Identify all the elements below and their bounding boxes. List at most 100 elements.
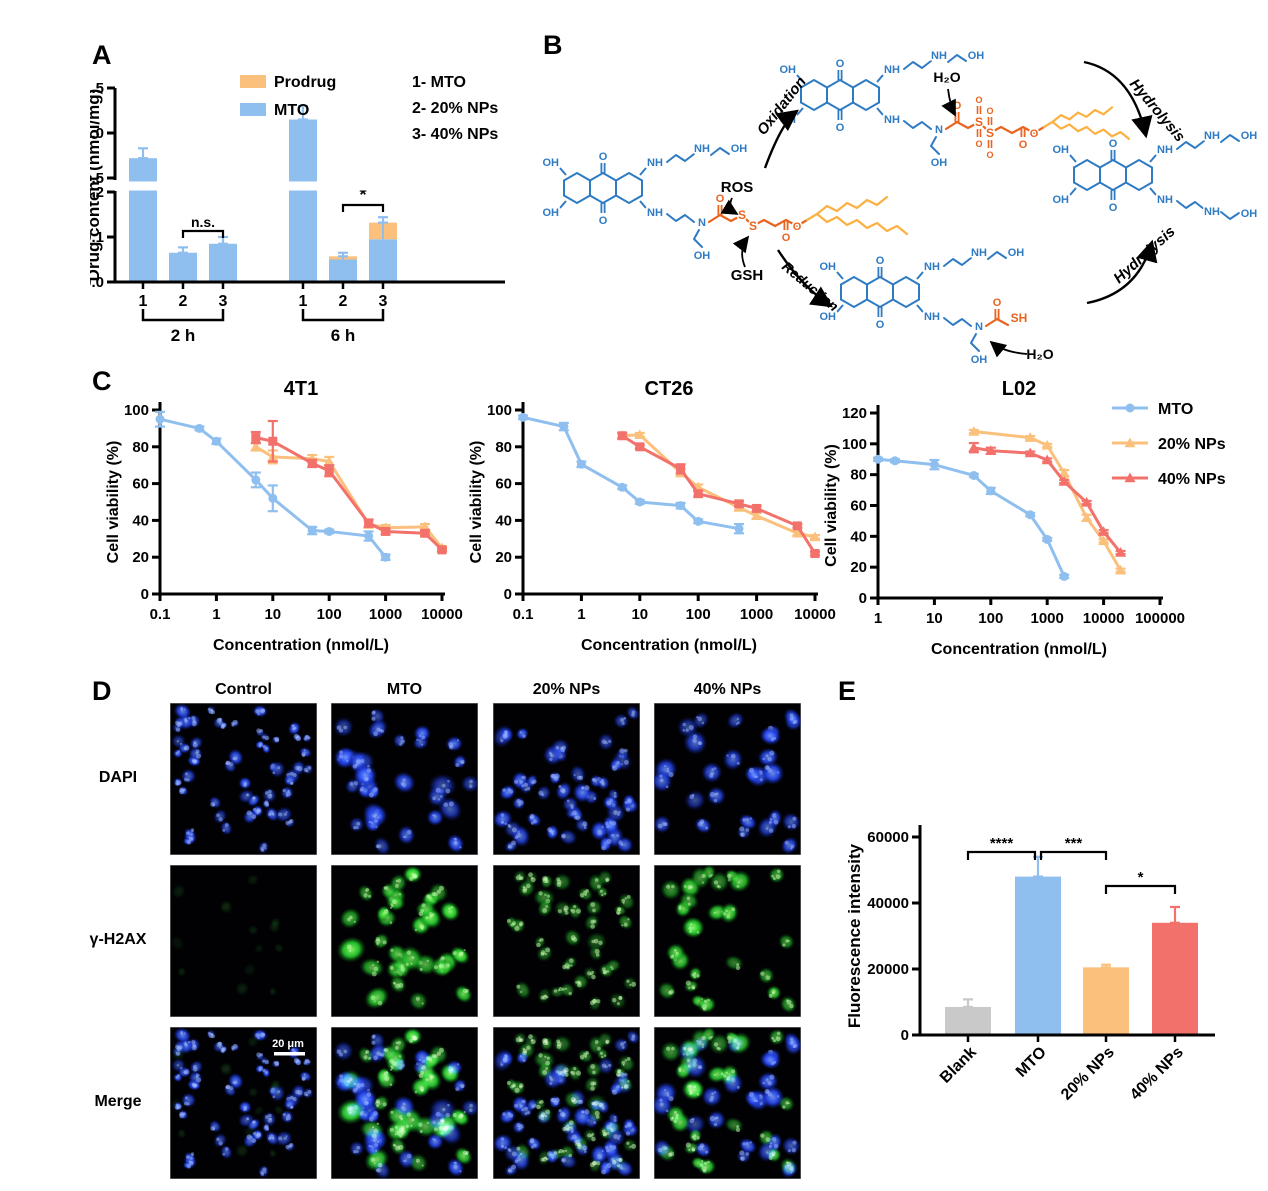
svg-text:Prodrug: Prodrug: [274, 74, 336, 91]
svg-text:L02: L02: [1002, 378, 1036, 400]
svg-text:*: *: [359, 185, 366, 205]
svg-text:N: N: [935, 124, 943, 136]
panel-label-e: E: [838, 676, 857, 706]
svg-text:0.2: 0.2: [90, 184, 104, 201]
svg-text:Drug content (nmol/mg): Drug content (nmol/mg): [90, 89, 103, 282]
svg-text:20% NPs: 20% NPs: [1058, 1044, 1118, 1104]
svg-text:OH: OH: [731, 143, 748, 155]
svg-text:120: 120: [842, 405, 867, 422]
svg-text:*: *: [1138, 869, 1144, 886]
svg-text:Cell viability (%): Cell viability (%): [105, 441, 122, 564]
svg-text:100: 100: [317, 606, 342, 623]
svg-text:0.0: 0.0: [90, 274, 104, 291]
svg-text:1: 1: [874, 610, 882, 627]
svg-text:10: 10: [926, 610, 943, 627]
svg-text:2: 2: [339, 293, 348, 310]
svg-text:20% NPs: 20% NPs: [1158, 436, 1226, 453]
svg-text:MTO: MTO: [274, 102, 309, 119]
svg-text:0: 0: [859, 590, 867, 607]
svg-text:OH: OH: [1053, 194, 1070, 206]
svg-text:1: 1: [577, 606, 585, 623]
micrograph-DAPI-40% NPs: [654, 703, 801, 855]
svg-text:S: S: [749, 219, 757, 233]
svg-text:1.0: 1.0: [90, 125, 104, 142]
svg-text:20: 20: [495, 549, 512, 566]
svg-text:0.5: 0.5: [90, 170, 104, 187]
svg-text:Concentration (nmol/L): Concentration (nmol/L): [213, 637, 389, 654]
svg-text:NH: NH: [971, 247, 987, 259]
micrograph-Merge-Control: 20 μm: [170, 1027, 317, 1179]
svg-text:O: O: [836, 58, 845, 70]
svg-text:10000: 10000: [794, 606, 836, 623]
svg-text:O: O: [1109, 138, 1118, 150]
svg-text:2- 20% NPs: 2- 20% NPs: [412, 100, 498, 117]
svg-text:O: O: [993, 297, 1002, 309]
svg-text:OH: OH: [1053, 144, 1070, 156]
row-label-merge: Merge: [94, 1093, 142, 1110]
svg-text:0: 0: [901, 1027, 909, 1044]
column-header-control: Control: [215, 681, 272, 698]
svg-text:OH: OH: [968, 50, 985, 62]
svg-text:100: 100: [842, 436, 867, 453]
svg-text:NH: NH: [1157, 144, 1173, 156]
svg-text:2: 2: [179, 293, 188, 310]
svg-text:80: 80: [495, 439, 512, 456]
svg-text:OH: OH: [931, 157, 948, 169]
svg-text:OH: OH: [543, 157, 560, 169]
svg-text:NH: NH: [884, 64, 900, 76]
svg-text:S: S: [975, 115, 983, 129]
svg-text:MTO: MTO: [1158, 401, 1193, 418]
svg-text:40% NPs: 40% NPs: [1158, 471, 1226, 488]
micrograph-γ-H2AX-40% NPs: [654, 865, 801, 1017]
svg-text:0: 0: [141, 586, 149, 603]
svg-text:40000: 40000: [867, 895, 909, 912]
drug-content-bar-chart: 1 2 3 2 h n.s. 1 2 3 6 h * 1.5 1.0 0.50.2 0.1 0.0Drug …: [90, 74, 505, 345]
column-header-40np: 40% NPs: [693, 681, 762, 698]
micrograph-DAPI-20% NPs: [493, 703, 640, 855]
svg-text:100: 100: [487, 402, 512, 419]
svg-text:Concentration (nmol/L): Concentration (nmol/L): [931, 641, 1107, 658]
svg-text:100000: 100000: [1135, 610, 1185, 627]
svg-text:O: O: [975, 139, 982, 149]
svg-text:O: O: [1109, 202, 1118, 214]
panel-label-b: B: [543, 30, 563, 60]
svg-text:GSH: GSH: [731, 267, 764, 284]
micrograph-Merge-40% NPs: [654, 1027, 801, 1179]
svg-text:Blank: Blank: [937, 1044, 980, 1087]
svg-text:10: 10: [631, 606, 648, 623]
svg-text:60: 60: [850, 498, 867, 515]
svg-text:10: 10: [264, 606, 281, 623]
svg-text:NH: NH: [647, 207, 663, 219]
svg-text:1: 1: [212, 606, 220, 623]
svg-text:0.1: 0.1: [90, 229, 104, 246]
svg-text:MTO: MTO: [1013, 1044, 1050, 1081]
svg-text:Concentration (nmol/L): Concentration (nmol/L): [581, 637, 757, 654]
svg-text:1: 1: [299, 293, 308, 310]
svg-text:OH: OH: [971, 354, 988, 365]
svg-text:0.1: 0.1: [513, 606, 534, 623]
svg-text:1- MTO: 1- MTO: [412, 74, 466, 91]
svg-text:OH: OH: [694, 250, 711, 262]
svg-text:0.1: 0.1: [150, 606, 171, 623]
svg-text:60000: 60000: [867, 829, 909, 846]
svg-text:H₂O: H₂O: [1026, 346, 1053, 362]
svg-text:NH: NH: [1204, 206, 1220, 218]
micrograph-Merge-20% NPs: [493, 1027, 640, 1179]
svg-text:80: 80: [850, 467, 867, 484]
svg-text:NH: NH: [647, 157, 663, 169]
micrograph-DAPI-MTO: [331, 703, 478, 855]
svg-text:Hydrolysis: Hydrolysis: [1126, 76, 1188, 146]
svg-text:3- 40% NPs: 3- 40% NPs: [412, 126, 498, 143]
svg-text:OH: OH: [543, 207, 560, 219]
svg-text:Cell viability (%): Cell viability (%): [468, 441, 485, 564]
svg-text:NH: NH: [924, 261, 940, 273]
panel-label-d: D: [92, 676, 112, 706]
svg-text:N: N: [975, 321, 983, 333]
svg-text:O: O: [986, 106, 993, 116]
svg-text:***: ***: [1065, 835, 1083, 852]
svg-text:100: 100: [124, 402, 149, 419]
svg-text:O: O: [599, 151, 608, 163]
svg-text:OH: OH: [1241, 208, 1258, 220]
svg-text:NH: NH: [931, 50, 947, 62]
